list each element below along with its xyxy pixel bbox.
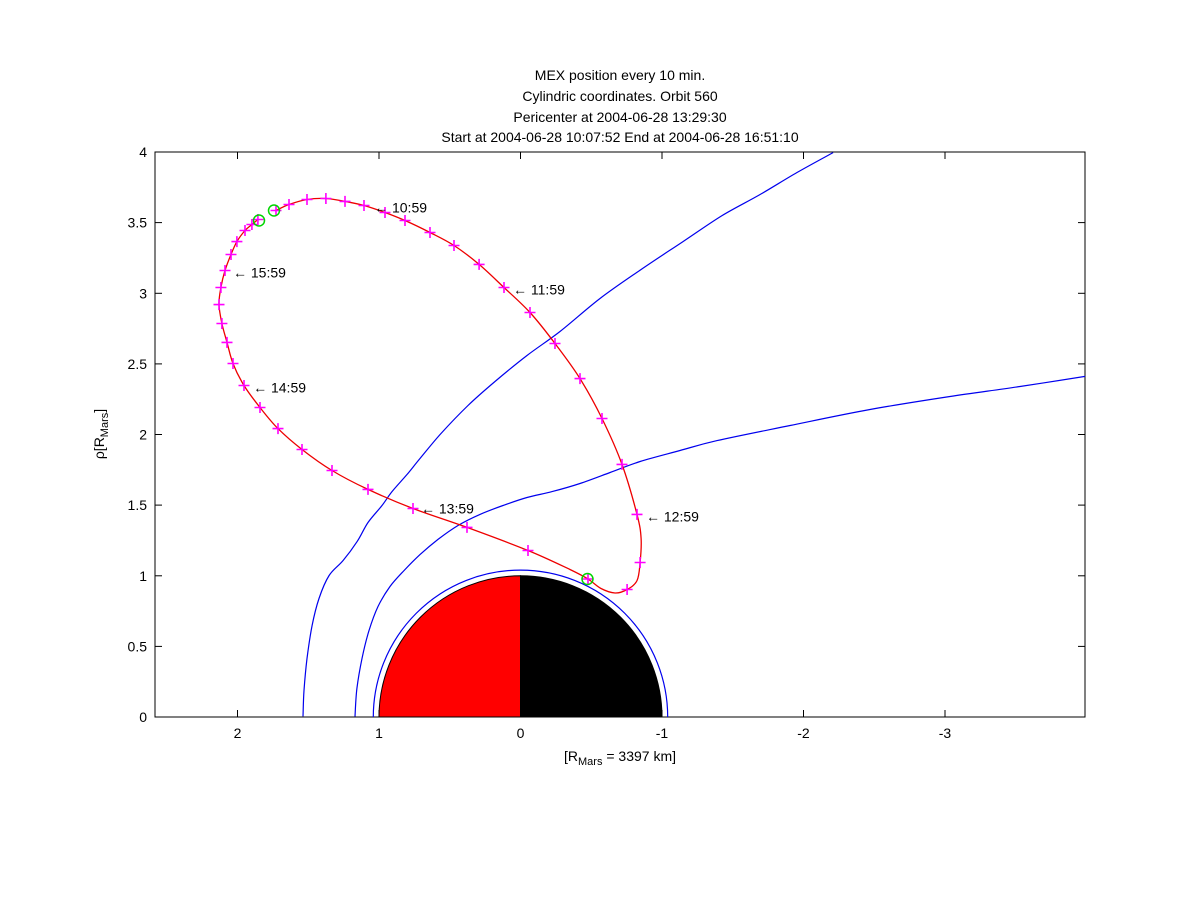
y-tick-label: 1.5 bbox=[128, 497, 148, 513]
orbit-markers bbox=[213, 193, 646, 595]
y-tick-label: 0 bbox=[139, 709, 147, 725]
y-tick-label: 3 bbox=[139, 285, 147, 301]
title-line-2: Cylindric coordinates. Orbit 560 bbox=[522, 87, 718, 104]
time-annotation: ← 13:59 bbox=[421, 501, 474, 517]
x-tick-label: -1 bbox=[656, 725, 669, 741]
boundary-circle bbox=[372, 569, 669, 718]
mpb-curve bbox=[354, 375, 1086, 717]
orbit-curve bbox=[218, 197, 642, 594]
time-annotation: ← 14:59 bbox=[253, 380, 306, 396]
y-axis-label: ρ[RMars] bbox=[91, 409, 111, 459]
y-tick-label: 0.5 bbox=[128, 638, 148, 654]
pericenter-circle bbox=[581, 572, 594, 586]
x-tick-label: 2 bbox=[234, 725, 242, 741]
time-annotation: ← 15:59 bbox=[233, 265, 286, 281]
y-tick-label: 1 bbox=[139, 568, 147, 584]
mars-nightside bbox=[520, 575, 663, 718]
x-tick-label: -2 bbox=[797, 725, 810, 741]
start-circle bbox=[267, 204, 281, 217]
x-tick-label: -3 bbox=[939, 725, 952, 741]
title-line-1: MEX position every 10 min. bbox=[534, 67, 706, 83]
time-annotation: ← 10:59 bbox=[374, 200, 427, 216]
title-line-4: Start at 2004-06-28 10:07:52 End at 2004… bbox=[441, 129, 799, 146]
y-tick-label: 2.5 bbox=[128, 356, 148, 372]
time-annotation: ← 11:59 bbox=[513, 281, 565, 297]
y-tick-label: 3.5 bbox=[128, 215, 148, 231]
y-tick-label: 2 bbox=[139, 427, 147, 443]
y-tick-label: 4 bbox=[139, 144, 147, 160]
end-circle bbox=[252, 214, 266, 227]
mars-dayside bbox=[378, 575, 521, 718]
plot-title: MEX position every 10 min. Cylindric coo… bbox=[155, 65, 1085, 148]
time-annotation: ← 12:59 bbox=[646, 508, 699, 524]
x-axis-label: [RMars = 3397 km] bbox=[564, 748, 676, 768]
x-tick-label: 0 bbox=[517, 725, 525, 741]
x-tick-label: 1 bbox=[375, 725, 383, 741]
title-line-3: Pericenter at 2004-06-28 13:29:30 bbox=[513, 108, 727, 125]
bow-shock-curve bbox=[302, 152, 834, 717]
